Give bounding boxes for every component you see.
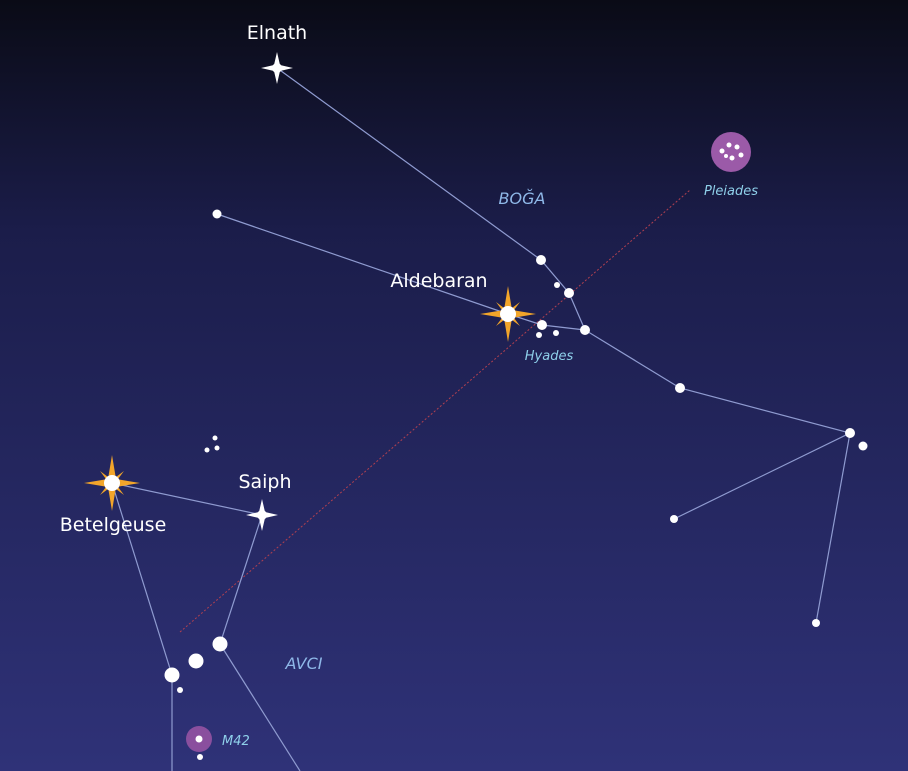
m42-symbol bbox=[186, 726, 212, 752]
object-label: Pleiades bbox=[704, 184, 758, 199]
star-label: Elnath bbox=[247, 22, 307, 44]
star-label: Saiph bbox=[238, 471, 291, 493]
constellation-label: BOĞA bbox=[499, 189, 546, 208]
star-label: Aldebaran bbox=[390, 270, 487, 292]
object-label: Hyades bbox=[525, 349, 574, 364]
constellation-label: AVCI bbox=[285, 654, 323, 673]
pleiades-symbol bbox=[711, 132, 751, 172]
sky-background bbox=[0, 0, 908, 771]
object-label: M42 bbox=[222, 734, 250, 749]
star-label: Betelgeuse bbox=[60, 514, 167, 536]
star-map: Elnath Aldebaran Saiph Betelgeuse BOĞA A… bbox=[0, 0, 908, 771]
